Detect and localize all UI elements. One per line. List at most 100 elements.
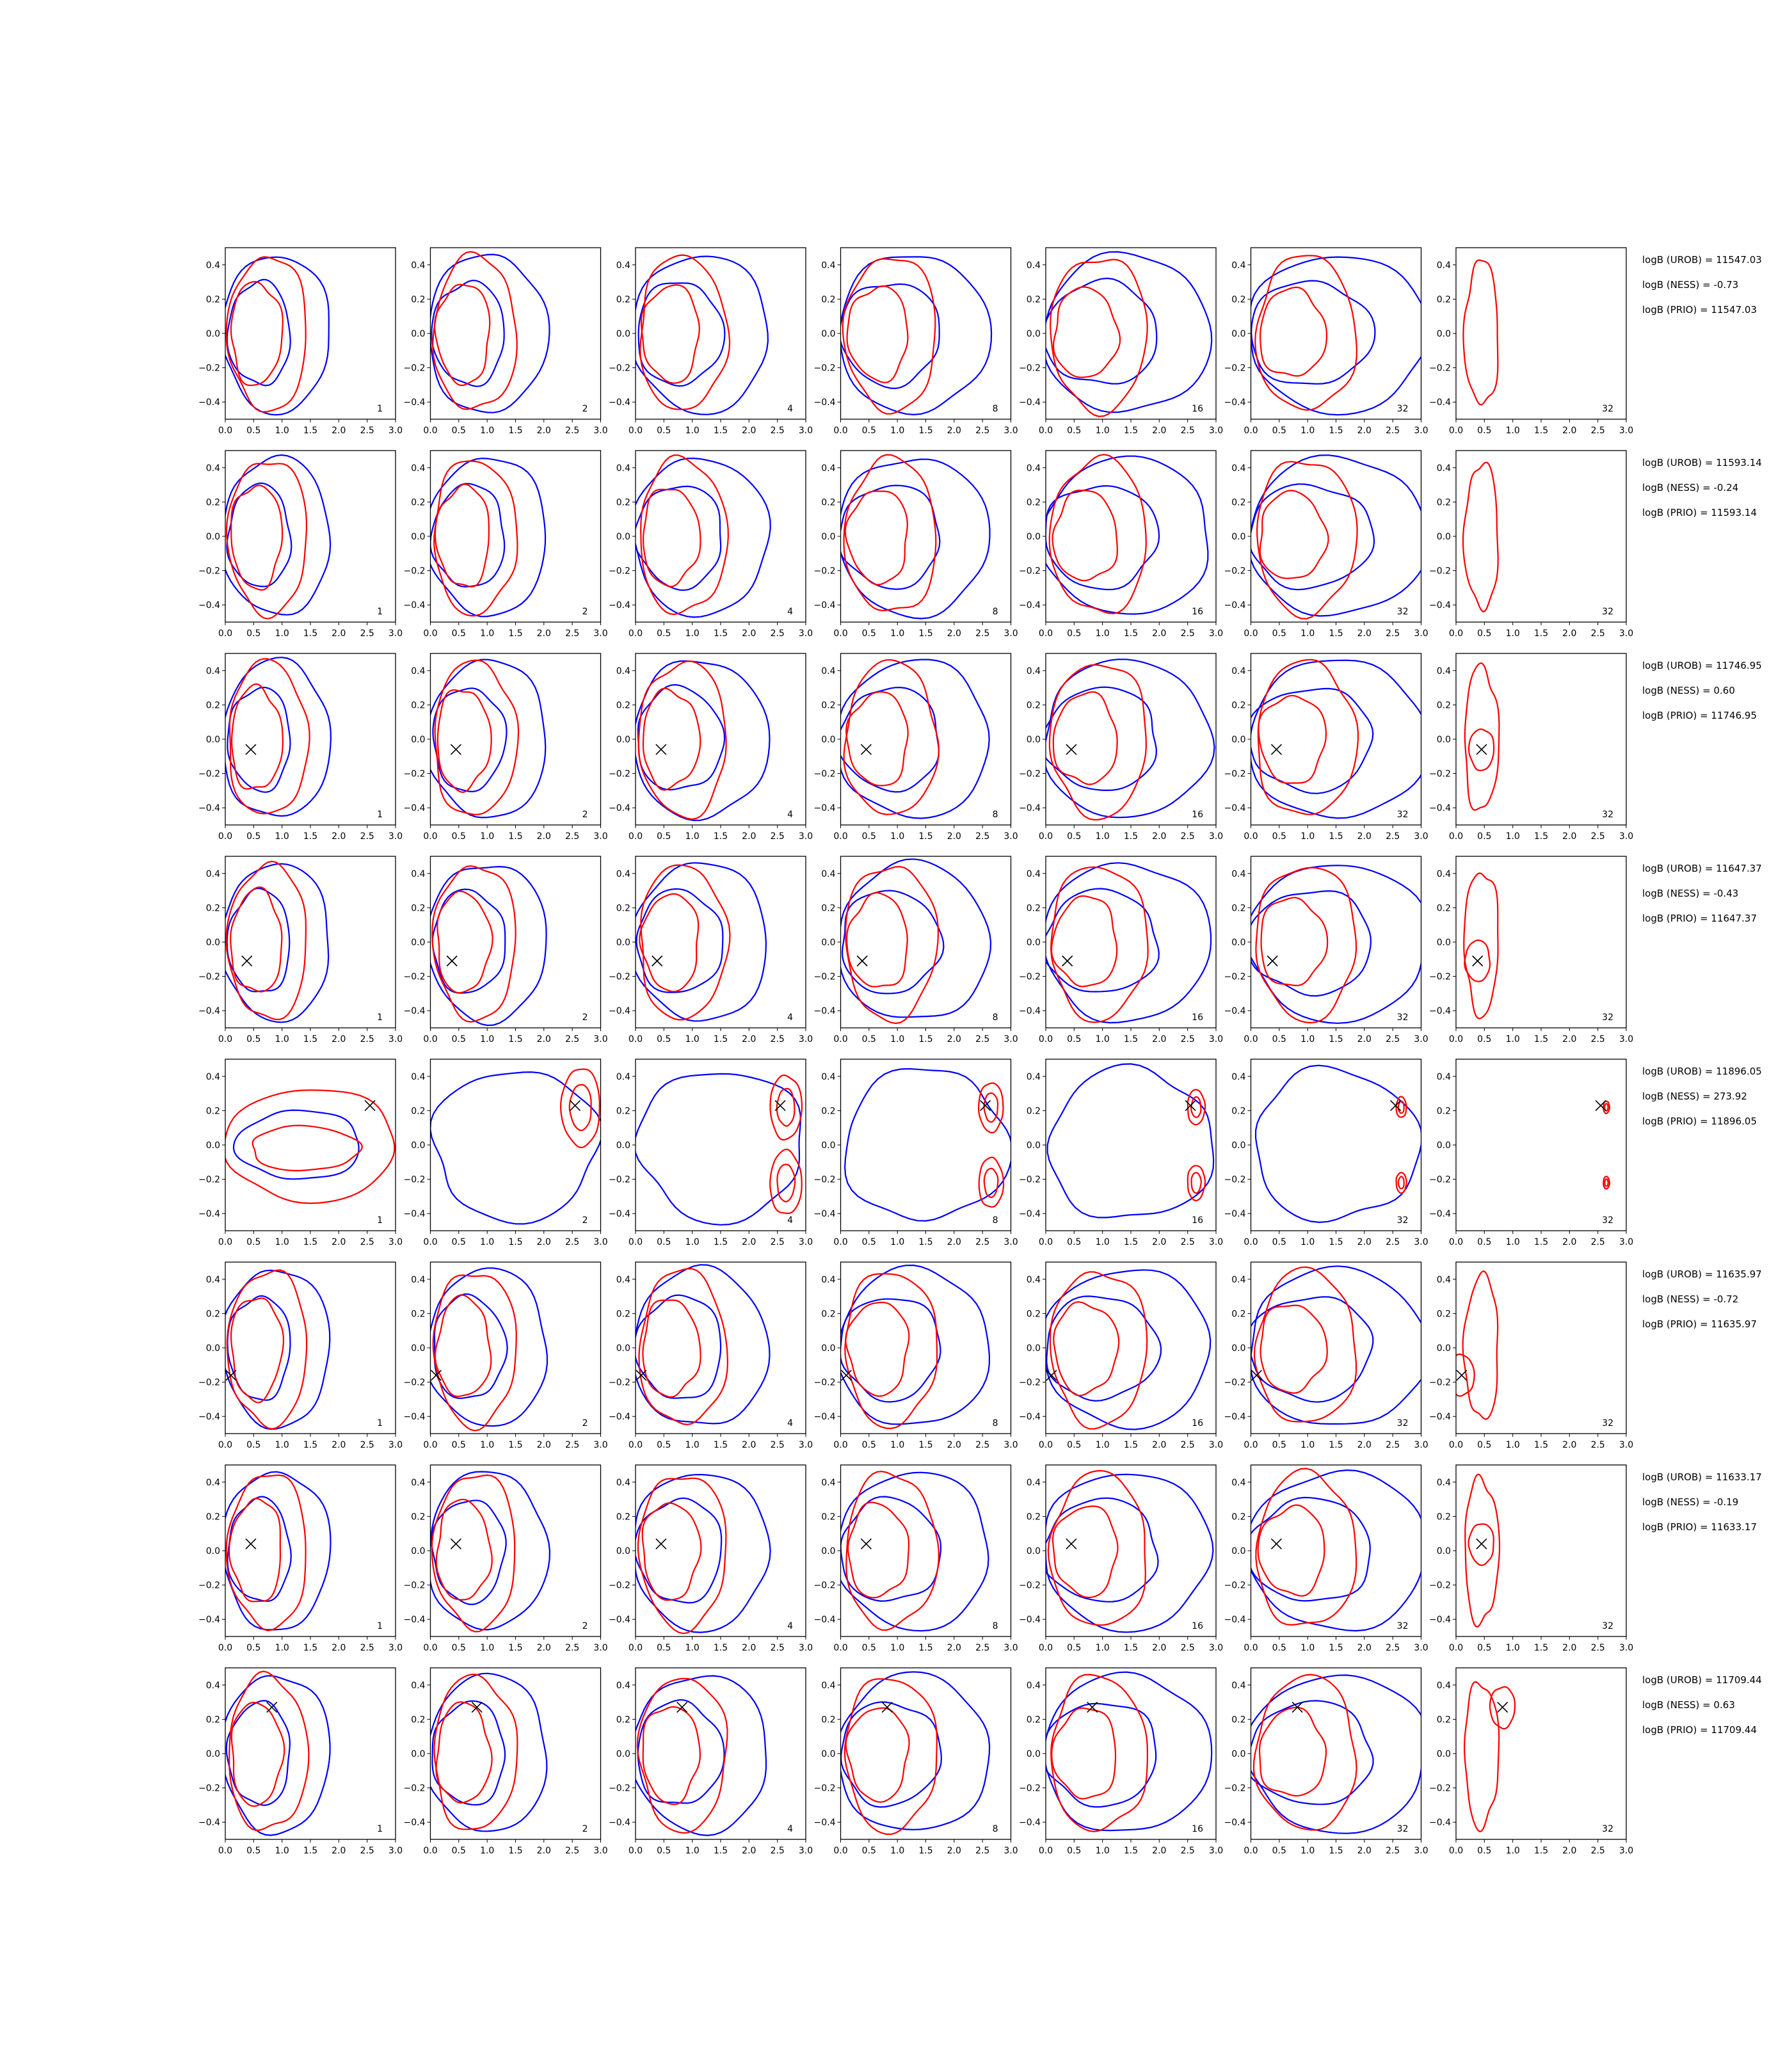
panel-r8-c7: 0.0 0.5 1.0 1.5 2.0 2.5 3.0 −0.4 −0.2 0.0 0.2 0.4 32 [1429, 1667, 1633, 1856]
x-tick-label: 0.5 [862, 1237, 876, 1247]
x-tick-label: 1.0 [275, 1440, 289, 1450]
panel-r2-c7: 0.0 0.5 1.0 1.5 2.0 2.5 3.0 −0.4 −0.2 0.0 0.2 0.4 32 [1429, 450, 1633, 639]
x-tick-label: 2.0 [1152, 1034, 1166, 1044]
x-marker [1472, 955, 1484, 967]
x-tick-label: 0.0 [1449, 1643, 1463, 1653]
x-tick-label: 1.5 [918, 1034, 932, 1044]
blue-contour-1 [1251, 483, 1375, 591]
y-tick-label: 0.2 [411, 903, 425, 913]
x-tick-label: 1.0 [890, 1237, 904, 1247]
red-contour-2 [983, 1092, 999, 1123]
x-tick-label: 2.5 [771, 1643, 785, 1653]
red-contour-3 [1395, 1172, 1407, 1194]
red-contour-1 [642, 1706, 701, 1805]
y-tick-label: 0.2 [1437, 700, 1451, 710]
blue-contour-1 [226, 278, 291, 387]
y-tick-label: 0.4 [1437, 1275, 1451, 1285]
y-tick-label: 0.0 [411, 1140, 425, 1151]
panel-depth-label: 4 [787, 810, 793, 820]
panel-r4-c6: 0.0 0.5 1.0 1.5 2.0 2.5 3.0 −0.4 −0.2 0.0 0.2 0.4 32 [1224, 856, 1428, 1044]
x-tick-label: 0.5 [862, 1440, 876, 1450]
y-tick-label: 0.2 [616, 1512, 630, 1522]
red-contour-1 [1052, 691, 1118, 785]
x-tick-label: 0.0 [1039, 1440, 1053, 1450]
panel-depth-label: 16 [1192, 1824, 1203, 1834]
x-tick-label: 0.0 [1449, 1440, 1463, 1450]
x-tick-label: 2.5 [360, 1034, 374, 1044]
blue-contour-1 [430, 1071, 601, 1225]
y-tick-label: −0.4 [1224, 1006, 1246, 1016]
x-tick-label: 3.0 [1414, 1237, 1428, 1247]
y-tick-label: 0.2 [1231, 700, 1245, 710]
x-tick-label: 1.5 [303, 426, 317, 436]
contour-layer [636, 1473, 771, 1635]
contour-layer [1046, 1671, 1213, 1832]
panel-depth-label: 16 [1192, 607, 1203, 617]
x-tick-label: 1.0 [1300, 1643, 1315, 1653]
y-tick-label: 0.2 [206, 1309, 220, 1319]
blue-contour-1 [431, 1700, 506, 1806]
x-marker [655, 744, 667, 755]
red-contour-1 [1259, 286, 1327, 377]
panel-depth-label: 8 [993, 810, 998, 820]
contour-layer [840, 1671, 991, 1836]
panel-depth-label: 32 [1602, 1012, 1613, 1023]
y-tick-label: −0.2 [1224, 972, 1246, 982]
x-tick-label: 0.5 [452, 1034, 466, 1044]
blue-contour-1 [844, 1068, 1011, 1222]
logb-line-3: logB (PRIO) = 11593.14 [1642, 507, 1757, 518]
x-marker [266, 1702, 278, 1713]
y-tick-label: −0.2 [198, 972, 220, 982]
x-tick-label: 0.0 [1244, 1643, 1258, 1653]
red-contour-1 [1257, 1504, 1325, 1597]
x-marker [1066, 744, 1077, 755]
blue-contour-2 [1251, 454, 1421, 617]
contour-layer [636, 660, 771, 822]
x-tick-label: 1.0 [1506, 628, 1520, 639]
logb-line-2: logB (NESS) = 0.63 [1642, 1699, 1735, 1711]
x-tick-label: 0.0 [1039, 831, 1053, 842]
x-tick-label: 2.0 [1562, 628, 1576, 639]
x-tick-label: 3.0 [1004, 628, 1018, 639]
x-tick-label: 2.5 [771, 1237, 785, 1247]
x-tick-label: 0.0 [833, 1846, 847, 1856]
x-tick-label: 2.5 [360, 1846, 374, 1856]
x-tick-label: 2.5 [1386, 831, 1400, 842]
x-tick-label: 0.5 [246, 628, 260, 639]
x-tick-label: 2.0 [947, 831, 961, 842]
red-contour-2 [1049, 259, 1148, 417]
x-marker [980, 1100, 991, 1111]
x-tick-label: 1.0 [685, 628, 700, 639]
y-tick-label: −0.2 [198, 1175, 220, 1185]
x-tick-label: 2.5 [975, 1440, 989, 1450]
x-marker [856, 955, 868, 967]
y-tick-label: −0.4 [198, 803, 220, 813]
y-tick-label: −0.2 [609, 1175, 630, 1185]
y-tick-label: −0.4 [198, 600, 220, 611]
x-marker [1270, 1538, 1282, 1549]
panel-r5-c4: 0.0 0.5 1.0 1.5 2.0 2.5 3.0 −0.4 −0.2 0.0 0.2 0.4 8 [814, 1059, 1018, 1247]
y-tick-label: 0.2 [1437, 1715, 1451, 1725]
x-tick-label: 0.0 [423, 1440, 437, 1450]
red-contour-1 [230, 1297, 285, 1404]
panel-r4-c3: 0.0 0.5 1.0 1.5 2.0 2.5 3.0 −0.4 −0.2 0.0 0.2 0.4 4 [609, 856, 813, 1044]
x-tick-label: 1.0 [890, 831, 904, 842]
y-tick-label: −0.4 [1224, 1209, 1246, 1219]
x-tick-label: 0.0 [1244, 1034, 1258, 1044]
y-tick-label: 0.4 [821, 1072, 835, 1082]
y-tick-label: 0.0 [821, 329, 835, 339]
y-tick-label: 0.0 [1437, 1343, 1451, 1354]
x-tick-label: 0.5 [1272, 426, 1286, 436]
red-contour-2 [640, 864, 731, 1021]
x-tick-label: 2.0 [947, 426, 961, 436]
x-tick-label: 0.5 [246, 1237, 260, 1247]
contour-layer [1251, 1468, 1421, 1632]
x-tick-label: 0.5 [452, 1237, 466, 1247]
red-contour-1 [1258, 1706, 1327, 1797]
y-tick-label: 0.2 [411, 294, 425, 305]
red-contour-2 [1397, 1100, 1405, 1114]
y-tick-label: 0.4 [206, 260, 220, 271]
y-tick-label: 0.4 [1231, 260, 1245, 271]
blue-contour-1 [431, 280, 505, 387]
panel-r4-c2: 0.0 0.5 1.0 1.5 2.0 2.5 3.0 −0.4 −0.2 0.0 0.2 0.4 2 [404, 856, 608, 1044]
